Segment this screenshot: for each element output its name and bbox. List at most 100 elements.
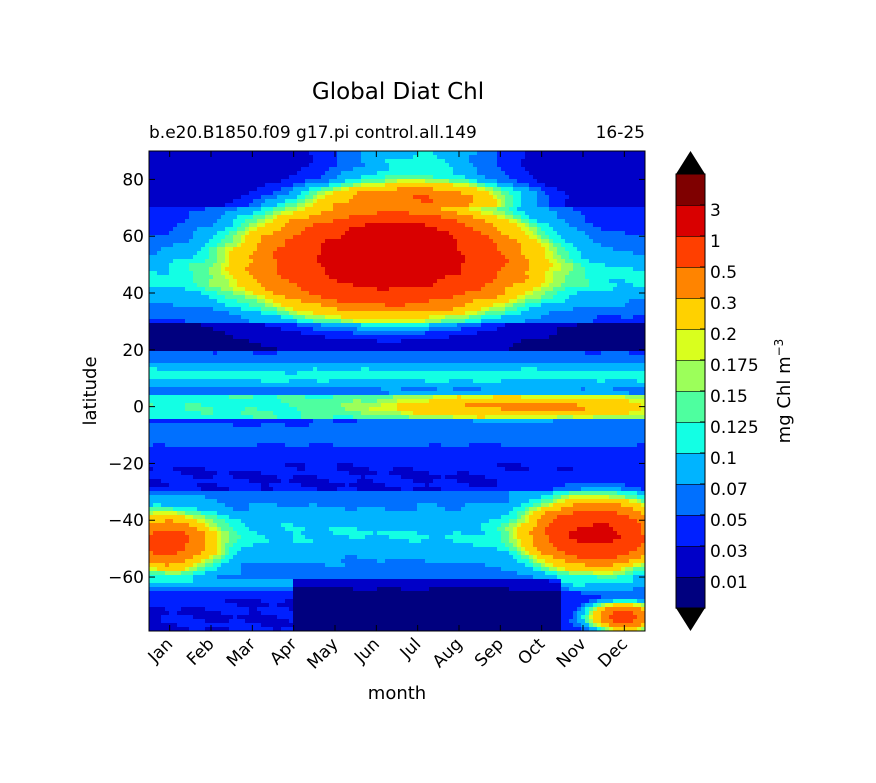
- contour-cell: [529, 287, 534, 292]
- contour-cell: [165, 179, 170, 184]
- contour-cell: [425, 239, 430, 244]
- contour-cell: [281, 219, 286, 224]
- contour-cell: [505, 151, 510, 156]
- contour-cell: [585, 199, 590, 204]
- contour-cell: [593, 175, 598, 180]
- contour-cell: [325, 299, 330, 304]
- contour-cell: [597, 203, 602, 208]
- contour-cell: [557, 251, 562, 256]
- contour-cell: [245, 175, 250, 180]
- contour-cell: [557, 223, 562, 228]
- contour-cell: [529, 211, 534, 216]
- contour-cell: [437, 231, 442, 236]
- contour-cell: [393, 163, 398, 168]
- contour-cell: [613, 155, 618, 160]
- contour-cell: [149, 195, 154, 200]
- contour-cell: [173, 307, 178, 312]
- contour-cell: [617, 199, 622, 204]
- contour-cell: [397, 287, 402, 292]
- contour-cell: [205, 275, 210, 280]
- contour-cell: [405, 187, 410, 192]
- contour-cell: [157, 259, 162, 264]
- contour-cell: [369, 243, 374, 248]
- contour-cell: [505, 243, 510, 248]
- contour-cell: [293, 275, 298, 280]
- contour-cell: [537, 283, 542, 288]
- contour-cell: [425, 247, 430, 252]
- contour-cell: [265, 203, 270, 208]
- contour-cell: [233, 239, 238, 244]
- contour-cell: [433, 231, 438, 236]
- contour-cell: [173, 243, 178, 248]
- contour-cell: [281, 307, 286, 312]
- contour-cell: [557, 279, 562, 284]
- contour-cell: [169, 215, 174, 220]
- contour-cell: [489, 199, 494, 204]
- contour-cell: [529, 251, 534, 256]
- contour-cell: [533, 187, 538, 192]
- contour-cell: [629, 231, 634, 236]
- contour-cell: [493, 271, 498, 276]
- contour-cell: [485, 243, 490, 248]
- contour-cell: [549, 167, 554, 172]
- contour-cell: [585, 303, 590, 308]
- contour-cell: [305, 219, 310, 224]
- contour-cell: [609, 287, 614, 292]
- contour-cell: [521, 183, 526, 188]
- contour-cell: [357, 179, 362, 184]
- contour-cell: [345, 223, 350, 228]
- contour-cell: [157, 223, 162, 228]
- contour-cell: [505, 223, 510, 228]
- contour-cell: [297, 207, 302, 212]
- contour-cell: [329, 187, 334, 192]
- contour-cell: [349, 211, 354, 216]
- contour-cell: [265, 239, 270, 244]
- contour-cell: [565, 271, 570, 276]
- contour-cell: [589, 207, 594, 212]
- contour-cell: [569, 255, 574, 260]
- contour-cell: [549, 231, 554, 236]
- contour-cell: [545, 259, 550, 264]
- contour-cell: [305, 159, 310, 164]
- contour-cell: [581, 211, 586, 216]
- contour-cell: [425, 287, 430, 292]
- contour-cell: [213, 203, 218, 208]
- contour-cell: [497, 231, 502, 236]
- contour-cell: [561, 191, 566, 196]
- contour-cell: [501, 227, 506, 232]
- contour-cell: [397, 295, 402, 300]
- contour-cell: [225, 255, 230, 260]
- contour-cell: [445, 275, 450, 280]
- contour-cell: [325, 271, 330, 276]
- contour-cell: [573, 299, 578, 304]
- contour-cell: [553, 279, 558, 284]
- contour-cell: [189, 287, 194, 292]
- contour-cell: [293, 183, 298, 188]
- contour-cell: [557, 255, 562, 260]
- contour-cell: [237, 191, 242, 196]
- contour-cell: [401, 167, 406, 172]
- contour-cell: [169, 187, 174, 192]
- contour-cell: [521, 271, 526, 276]
- contour-cell: [277, 167, 282, 172]
- contour-cell: [589, 163, 594, 168]
- contour-cell: [205, 239, 210, 244]
- chart-subtitle-right: 16-25: [596, 123, 645, 143]
- contour-cell: [533, 239, 538, 244]
- contour-cell: [149, 211, 154, 216]
- contour-cell: [437, 227, 442, 232]
- contour-cell: [557, 151, 562, 156]
- contour-cell: [353, 295, 358, 300]
- contour-cell: [413, 235, 418, 240]
- contour-cell: [485, 211, 490, 216]
- contour-cell: [429, 163, 434, 168]
- contour-cell: [261, 235, 266, 240]
- contour-cell: [209, 195, 214, 200]
- contour-cell: [605, 239, 610, 244]
- contour-cell: [573, 175, 578, 180]
- contour-cell: [317, 203, 322, 208]
- contour-cell: [553, 267, 558, 272]
- contour-cell: [301, 167, 306, 172]
- contour-cell: [161, 287, 166, 292]
- contour-cell: [617, 307, 622, 312]
